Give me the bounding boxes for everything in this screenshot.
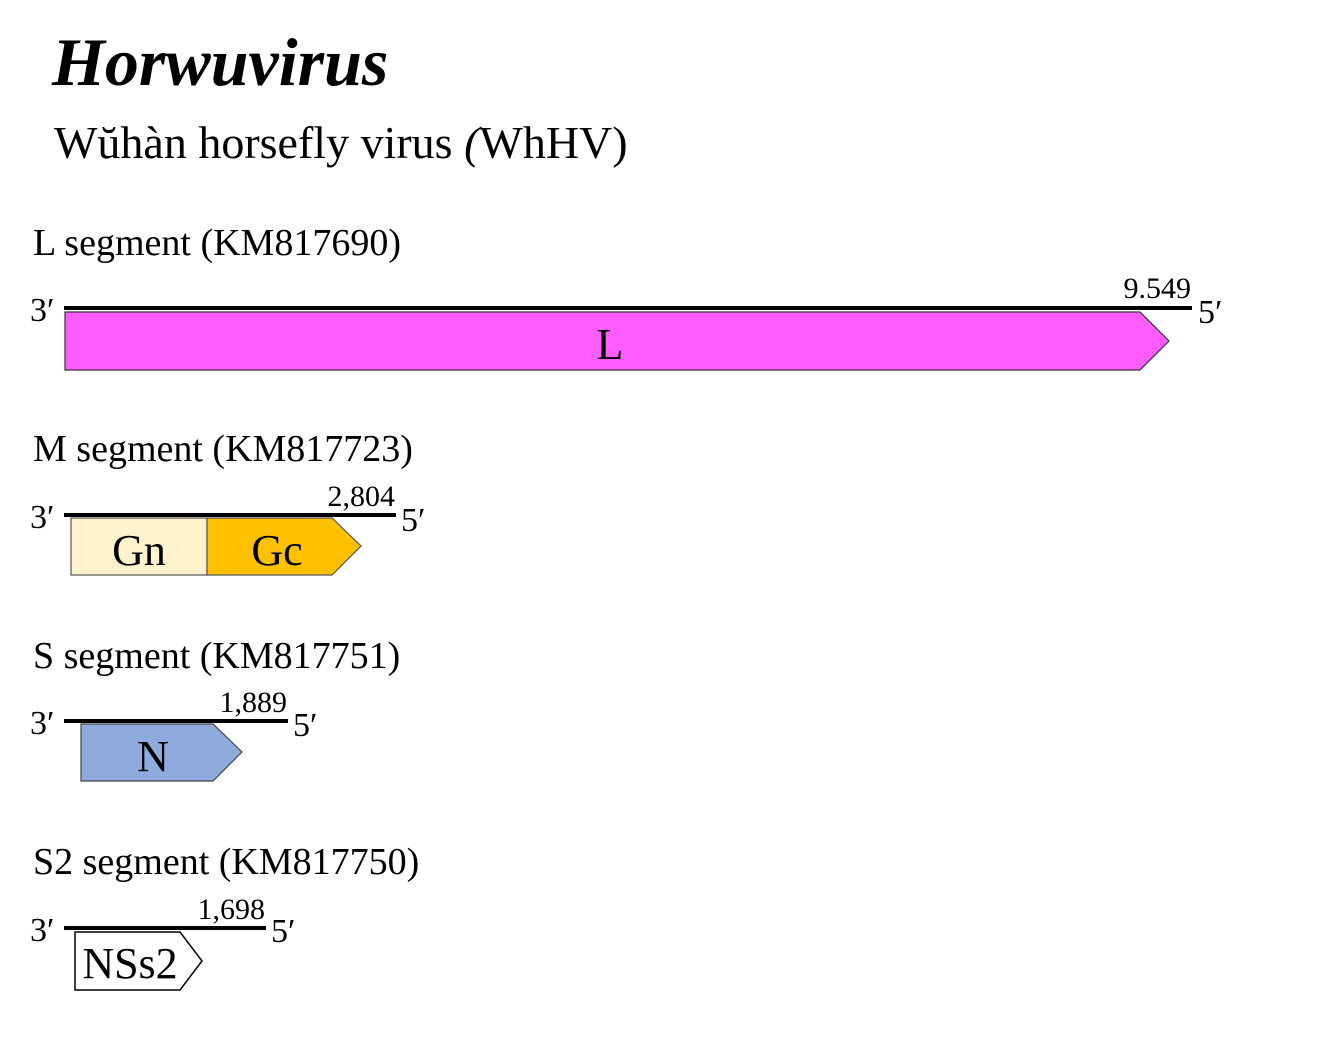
gn-gene-box [70, 517, 208, 576]
genus-title: Horwuvirus [52, 24, 389, 100]
m-segment-length: 2,804 [328, 480, 396, 513]
m-segment: 3′ 2,804 5′ Gn Gc [30, 480, 425, 576]
s-segment: 3′ 1,889 5′ N [30, 686, 317, 782]
s-segment-3prime: 3′ [30, 705, 54, 742]
virus-name-paren: ( [464, 117, 480, 168]
s-segment-label: S segment (KM817751) [33, 635, 401, 677]
s2-segment-length: 1,698 [198, 893, 266, 926]
l-segment-label: L segment (KM817690) [33, 222, 401, 264]
l-gene-label: L [597, 320, 624, 369]
gc-gene-arrow [206, 517, 362, 576]
n-gene-label: N [137, 732, 169, 781]
l-segment-length: 9.549 [1124, 272, 1192, 305]
n-gene-arrow [80, 723, 243, 782]
l-gene-arrow [64, 311, 1170, 371]
s2-segment-label: S2 segment (KM817750) [33, 841, 420, 883]
virus-abbreviation: WhHV) [479, 117, 628, 168]
m-segment-5prime: 5′ [401, 502, 425, 539]
nss2-gene-arrow [74, 931, 203, 991]
virus-name-text: Wŭhàn horsefly virus [54, 117, 465, 168]
m-segment-label: M segment (KM817723) [33, 428, 413, 470]
virus-name: Wŭhàn horsefly virus (WhHV) [54, 120, 628, 166]
l-segment-3prime: 3′ [30, 292, 54, 329]
s2-segment-5prime: 5′ [271, 913, 295, 950]
gn-gene-label: Gn [112, 526, 166, 575]
s2-segment-3prime: 3′ [30, 912, 54, 949]
s2-segment: 3′ 1,698 5′ NSs2 [30, 893, 295, 991]
nss2-gene-label: NSs2 [82, 939, 177, 988]
s-segment-5prime: 5′ [293, 707, 317, 744]
m-segment-3prime: 3′ [30, 499, 54, 536]
l-segment-5prime: 5′ [1198, 294, 1222, 331]
s-segment-length: 1,889 [220, 686, 288, 719]
l-segment: 3′ 9.549 5′ L [30, 272, 1222, 371]
gc-gene-label: Gc [251, 526, 302, 575]
